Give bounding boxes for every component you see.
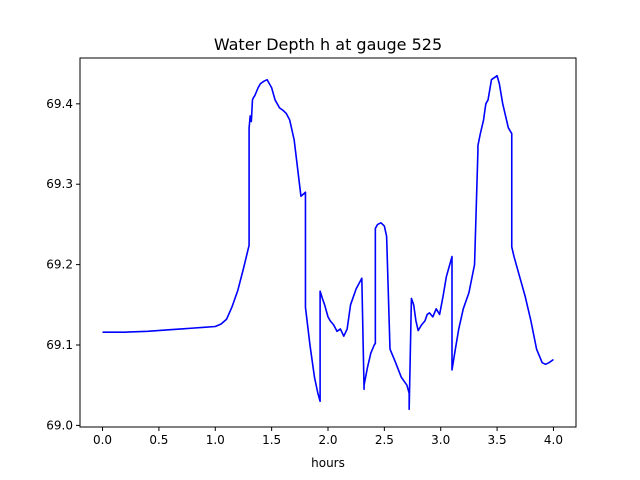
x-axis-label: hours bbox=[311, 456, 345, 470]
x-tick-label: 2.5 bbox=[375, 433, 394, 447]
y-tick-label: 69.4 bbox=[46, 97, 73, 111]
x-tick-label: 0.0 bbox=[93, 433, 112, 447]
y-tick-label: 69.2 bbox=[46, 258, 73, 272]
x-tick-label: 3.5 bbox=[488, 433, 507, 447]
y-tick-label: 69.3 bbox=[46, 177, 73, 191]
x-tick-label: 3.0 bbox=[431, 433, 450, 447]
plot-area bbox=[102, 74, 554, 411]
chart-title: Water Depth h at gauge 525 bbox=[214, 35, 442, 54]
axes: 0.0 0.5 1.0 1.5 2.0 2.5 3.0 3.5 4.0 69.0 69.1 69.2 6… bbox=[46, 97, 563, 447]
x-tick-label: 1.5 bbox=[262, 433, 281, 447]
y-tick-label: 69.1 bbox=[46, 338, 73, 352]
series-line-0 bbox=[102, 74, 554, 411]
y-tick-label: 69.0 bbox=[46, 418, 73, 432]
x-tick-label: 1.0 bbox=[206, 433, 225, 447]
x-tick-label: 2.0 bbox=[318, 433, 337, 447]
x-tick-label: 4.0 bbox=[544, 433, 563, 447]
x-tick-label: 0.5 bbox=[149, 433, 168, 447]
